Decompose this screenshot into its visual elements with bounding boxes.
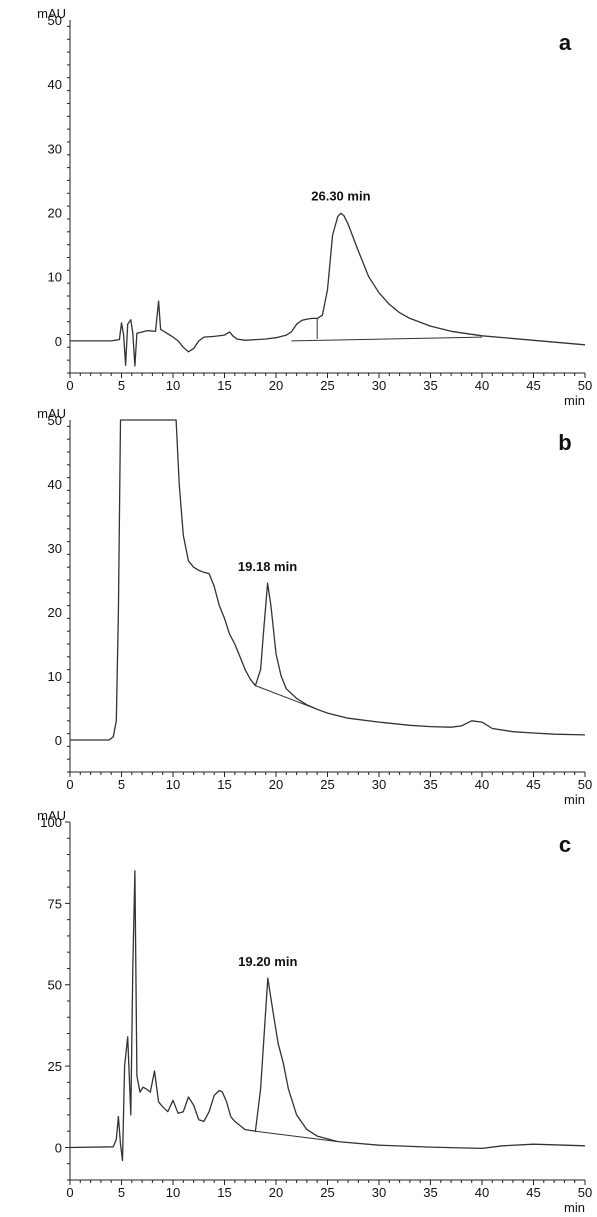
- panel-b-x-tick-label: 10: [166, 777, 180, 792]
- panel-c-y-tick-label: 0: [55, 1140, 62, 1155]
- panel-b-x-tick-label: 25: [320, 777, 334, 792]
- panel-b-y-tick-label: 30: [48, 541, 62, 556]
- panel-c-peak-label: 19.20 min: [238, 954, 297, 969]
- panel-b-y-tick-label: 10: [48, 669, 62, 684]
- chart-panel-a: 0 5 10 15 20 25 30 35 40 45 5001020304050mAUmina26…: [37, 6, 592, 408]
- panel-c-x-tick-label: 10: [166, 1185, 180, 1200]
- panel-b-peak-label: 19.18 min: [238, 559, 297, 574]
- panel-c-letter: c: [559, 832, 571, 857]
- panel-b-x-tick-label: 15: [217, 777, 231, 792]
- panel-c-x-tick-label: 40: [475, 1185, 489, 1200]
- panel-a-y-axis-label: mAU: [37, 6, 66, 21]
- panel-a-x-tick-label: 25: [320, 378, 334, 393]
- panel-a-x-tick-label: 5: [118, 378, 125, 393]
- panel-a-x-tick-label: 40: [475, 378, 489, 393]
- panel-c-integration-baseline: [255, 1130, 338, 1143]
- panel-b-y-tick-label: 50: [48, 413, 62, 428]
- panel-c-x-tick-label: 15: [217, 1185, 231, 1200]
- panel-a-x-tick-label: 20: [269, 378, 283, 393]
- panel-b-x-tick-label: 35: [423, 777, 437, 792]
- panel-b-x-tick-label: 20: [269, 777, 283, 792]
- panel-a-y-tick-label: 50: [48, 13, 62, 28]
- panel-a-y-tick-label: 10: [48, 270, 62, 285]
- panel-c-y-tick-label: 75: [48, 896, 62, 911]
- panel-c-y-tick-label: 50: [48, 978, 62, 993]
- panel-b-y-tick-label: 40: [48, 477, 62, 492]
- panel-b-x-axis-label: min: [564, 792, 585, 807]
- panel-b-trace-line: [70, 419, 586, 741]
- panel-c-y-tick-label: 25: [48, 1059, 62, 1074]
- panel-a-y-tick-label: 40: [48, 77, 62, 92]
- panel-c-x-tick-label: 20: [269, 1185, 283, 1200]
- panel-b-integration-baseline: [255, 685, 318, 710]
- panel-a-x-axis-label: min: [564, 393, 585, 408]
- panel-a-x-tick-label: 30: [372, 378, 386, 393]
- panel-c-y-axis-label: mAU: [37, 808, 66, 823]
- panel-a-x-tick-label: 15: [217, 378, 231, 393]
- panel-c-x-axis-label: min: [564, 1200, 585, 1215]
- panel-b-y-tick-label: 20: [48, 605, 62, 620]
- panel-a-x-tick-label: 50: [578, 378, 592, 393]
- panel-b-x-tick-label: 0: [66, 777, 73, 792]
- panel-c-x-tick-label: 0: [66, 1185, 73, 1200]
- panel-c-trace-line: [70, 870, 586, 1162]
- panel-a-x-tick-label: 10: [166, 378, 180, 393]
- panel-a-letter: a: [559, 30, 572, 55]
- panel-b-x-tick-label: 50: [578, 777, 592, 792]
- panel-b-x-tick-label: 40: [475, 777, 489, 792]
- panel-b-x-tick-label: 5: [118, 777, 125, 792]
- panel-b-x-tick-label: 30: [372, 777, 386, 792]
- panel-b-letter: b: [558, 430, 571, 455]
- panel-c-x-tick-label: 25: [320, 1185, 334, 1200]
- panel-b-y-axis-label: mAU: [37, 406, 66, 421]
- chart-panel-b: 0 5 10 15 20 25 30 35 40 45 5001020304050mAUminb19…: [37, 406, 592, 807]
- panel-b-x-tick-label: 45: [526, 777, 540, 792]
- panel-a-y-tick-label: 0: [55, 334, 62, 349]
- panel-a-x-tick-label: 35: [423, 378, 437, 393]
- panel-c-y-tick-label: 100: [40, 815, 62, 830]
- panel-a-y-tick-label: 30: [48, 141, 62, 156]
- panel-a-trace-line: [70, 212, 586, 367]
- panel-a-x-tick-label: 0: [66, 378, 73, 393]
- panel-a-peak-label: 26.30 min: [311, 189, 370, 204]
- panel-c-x-tick-label: 5: [118, 1185, 125, 1200]
- panel-c-x-tick-label: 45: [526, 1185, 540, 1200]
- panel-a-integration-baseline: [291, 336, 483, 342]
- panel-c-x-tick-label: 50: [578, 1185, 592, 1200]
- panel-c-x-tick-label: 30: [372, 1185, 386, 1200]
- panel-a-x-tick-label: 45: [526, 378, 540, 393]
- panel-c-x-tick-label: 35: [423, 1185, 437, 1200]
- panel-b-y-tick-label: 0: [55, 733, 62, 748]
- panel-a-y-tick-label: 20: [48, 206, 62, 221]
